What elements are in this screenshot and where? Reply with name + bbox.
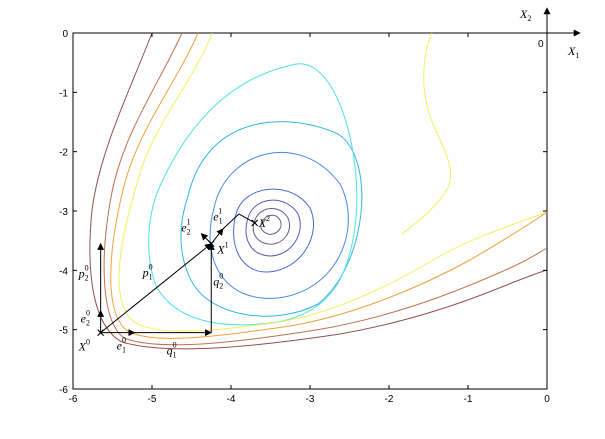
x-tick-label: 0 xyxy=(544,394,550,405)
label-e20: e20 xyxy=(81,309,90,328)
label-e10: e10 xyxy=(117,336,126,355)
label-x0: X0 xyxy=(78,338,90,354)
contour-lines xyxy=(89,32,548,350)
contour-line xyxy=(148,63,358,326)
inset-x-label: X1 xyxy=(567,44,579,60)
contour-line xyxy=(252,208,290,245)
inset-y-label: X2 xyxy=(519,7,531,23)
point-marker xyxy=(97,329,105,337)
axis-inset: 0 X2 X1 xyxy=(519,7,581,60)
x-tick-label: -5 xyxy=(148,394,157,405)
search-path xyxy=(97,213,259,337)
x-tick-label: -3 xyxy=(306,394,315,405)
contour-line xyxy=(260,214,282,235)
x-tick-label: -4 xyxy=(227,394,236,405)
y-tick-label: -1 xyxy=(59,88,68,99)
x-tick-label: -1 xyxy=(464,394,473,405)
contour-line xyxy=(110,32,548,339)
label-e21: e21 xyxy=(181,218,190,237)
axis-ticks: -6 -5 -4 -3 -2 -1 0 0 -1 -2 -3 -4 -5 -6 xyxy=(59,29,550,405)
step-segment xyxy=(238,213,255,224)
y-tick-label: -3 xyxy=(59,207,68,218)
contour-line xyxy=(245,199,301,257)
y-tick-label: -2 xyxy=(59,148,68,159)
label-x1: X1 xyxy=(216,241,228,257)
step-segment xyxy=(222,213,240,230)
point-marker xyxy=(207,240,215,248)
label-q10: q10 xyxy=(167,341,177,360)
y-tick-label: -4 xyxy=(59,266,68,277)
contour-line xyxy=(89,32,548,350)
plot-area xyxy=(72,32,548,390)
label-q20: q20 xyxy=(213,272,223,291)
inset-origin-label: 0 xyxy=(538,39,544,50)
contour-line xyxy=(180,121,363,317)
label-p20: p20 xyxy=(78,264,89,283)
y-tick-label: -5 xyxy=(59,326,68,337)
point-labels: X0 e10 q10 e20 p20 p10 q20 X1 e21 e11 X2 xyxy=(78,207,270,360)
label-x2: X2 xyxy=(258,214,270,230)
point-marker xyxy=(251,219,259,227)
x-tick-label: -2 xyxy=(385,394,394,405)
p1-0-arrow xyxy=(100,243,212,334)
x-tick-label: -6 xyxy=(69,394,78,405)
y-tick-label: -6 xyxy=(59,385,68,396)
label-e11: e11 xyxy=(213,207,222,226)
contour-line xyxy=(233,188,314,273)
contour-line xyxy=(401,32,452,235)
y-tick-label: 0 xyxy=(62,29,68,40)
contour-line xyxy=(118,32,548,332)
contour-line xyxy=(209,151,349,299)
label-p10: p10 xyxy=(142,263,153,282)
contour-line xyxy=(103,32,548,346)
